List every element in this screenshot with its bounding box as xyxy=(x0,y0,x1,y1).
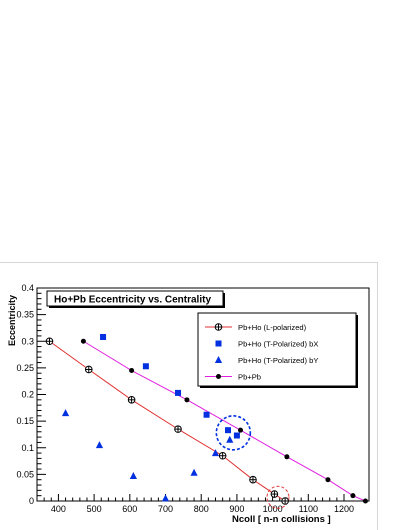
point-s1-3 xyxy=(203,411,210,418)
point-s2-2 xyxy=(129,471,137,479)
point-s3-5 xyxy=(325,477,331,483)
legend-label-0: Pb+Ho (L-polarized) xyxy=(238,323,307,332)
x-tick-label: 800 xyxy=(194,504,209,514)
series-line-0 xyxy=(49,340,286,502)
y-tick-label: 0.15 xyxy=(16,416,34,426)
x-tick-label: 1200 xyxy=(334,504,354,514)
y-axis-label: Eccentricity xyxy=(7,295,17,346)
legend-marker-2 xyxy=(214,356,223,363)
annotation-circle xyxy=(266,485,290,509)
series-line-3 xyxy=(83,340,366,502)
point-s1-5 xyxy=(233,432,240,439)
point-s1-1 xyxy=(142,363,149,370)
y-tick-label: 0.05 xyxy=(16,469,34,479)
legend: Pb+Ho (L-polarized) Pb+Ho (T-Polarized) b… xyxy=(197,312,358,388)
point-s3-4 xyxy=(284,454,290,460)
legend-marker-1 xyxy=(215,340,222,347)
annotations xyxy=(215,415,290,509)
legend-label-3: Pb+Pb xyxy=(238,373,261,382)
y-tick-label: 0.4 xyxy=(21,283,34,293)
point-s3-6 xyxy=(350,493,356,499)
point-s3-0 xyxy=(80,338,86,344)
x-tick-label: 700 xyxy=(158,504,173,514)
point-s3-2 xyxy=(184,397,190,403)
point-s3-3 xyxy=(237,427,243,433)
legend-label-2: Pb+Ho (T-Polarized) bY xyxy=(238,356,318,365)
y-tick-label: 0 xyxy=(29,496,34,506)
x-tick-label: 600 xyxy=(122,504,137,514)
point-s1-0 xyxy=(100,333,107,340)
legend-marker-3 xyxy=(216,374,221,379)
series-markers xyxy=(45,333,368,505)
axes: 400 500 600 700 800 900 1000 1100 1200 0 0.05 0.1 0.… xyxy=(16,283,354,514)
point-s2-3 xyxy=(161,494,170,502)
point-s2-6 xyxy=(226,435,234,443)
y-tick-label: 0.2 xyxy=(21,390,34,400)
point-s2-1 xyxy=(95,441,104,449)
x-tick-label: 900 xyxy=(229,504,244,514)
point-s1-4 xyxy=(224,427,231,434)
title-box: Ho+Pb Eccentricity vs. Centrality xyxy=(46,290,225,308)
y-tick-label: 0.35 xyxy=(16,310,34,320)
point-s2-4 xyxy=(190,468,198,476)
legend-label-1: Pb+Ho (T-Polarized) bX xyxy=(238,340,318,349)
x-tick-label: 500 xyxy=(87,504,102,514)
x-axis-label: Ncoll [ n-n collisions ] xyxy=(232,514,331,525)
point-s2-0 xyxy=(61,409,70,417)
y-tick-label: 0.25 xyxy=(16,363,34,373)
x-tick-label: 400 xyxy=(51,504,66,514)
point-s3-7 xyxy=(362,498,368,504)
point-s1-2 xyxy=(175,389,182,396)
series-lines xyxy=(49,340,366,502)
y-tick-label: 0.3 xyxy=(21,336,34,346)
chart-title: Ho+Pb Eccentricity vs. Centrality xyxy=(54,295,211,306)
point-s2-5 xyxy=(211,449,220,457)
y-tick-label: 0.1 xyxy=(21,443,34,453)
x-tick-label: 1000 xyxy=(263,504,283,514)
point-s3-1 xyxy=(129,368,135,374)
x-tick-label: 1100 xyxy=(299,504,318,514)
annotation-circle xyxy=(215,415,252,451)
